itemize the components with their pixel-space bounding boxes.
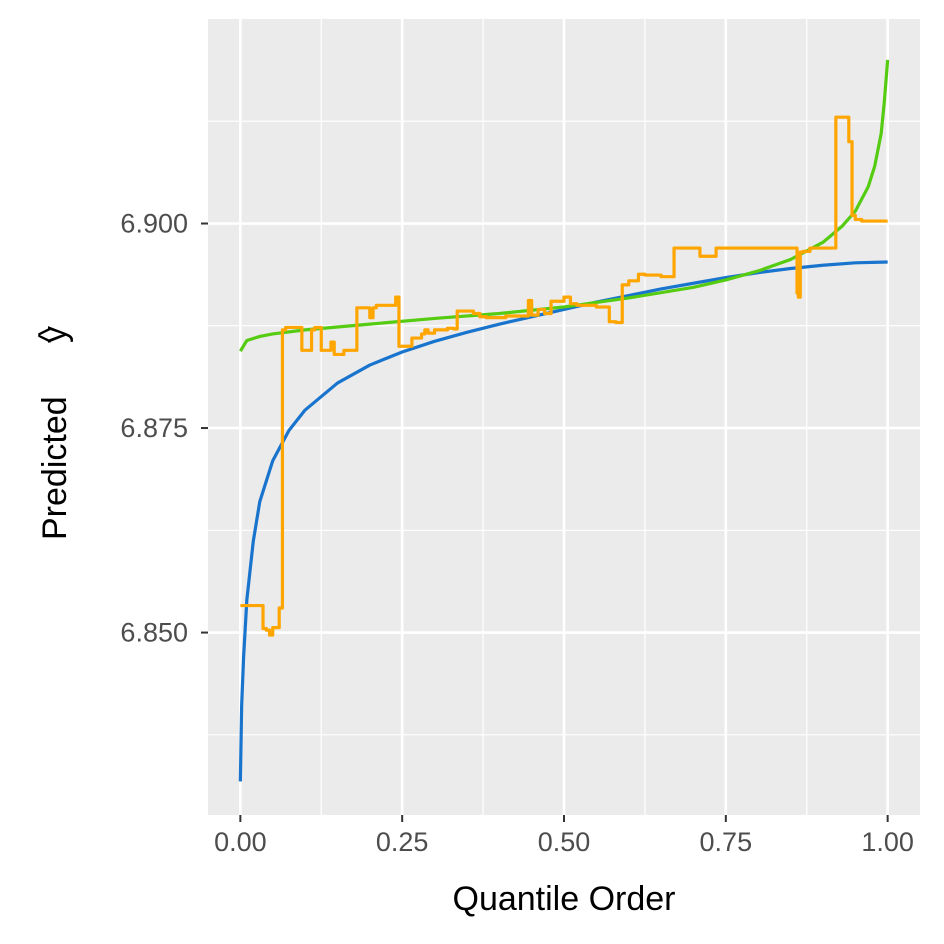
y-tick-label: 6.850 <box>120 618 188 648</box>
y-tick-label: 6.900 <box>120 209 188 239</box>
x-tick-label: 0.00 <box>214 827 267 857</box>
y-axis-title-hat: ^ <box>32 327 70 343</box>
y-tick-label: 6.875 <box>120 413 188 443</box>
y-axis-ticks: 6.850 6.875 6.900 <box>120 209 208 648</box>
x-tick-label: 0.75 <box>700 827 753 857</box>
y-axis-title: Predicted ^ y <box>32 326 74 540</box>
x-tick-label: 0.25 <box>376 827 429 857</box>
series-line-3 <box>240 115 888 637</box>
y-axis-title-text: Predicted <box>36 396 74 540</box>
x-tick-label: 1.00 <box>861 827 914 857</box>
series-layer <box>238 59 890 782</box>
grid-major-lines <box>208 19 920 815</box>
x-axis-ticks: 0.00 0.25 0.50 0.75 1.00 <box>214 815 914 857</box>
y-axis-title-variable: y <box>36 326 74 343</box>
x-axis-title: Quantile Order <box>453 880 676 918</box>
series-line-2 <box>238 59 890 352</box>
x-tick-label: 0.50 <box>538 827 591 857</box>
